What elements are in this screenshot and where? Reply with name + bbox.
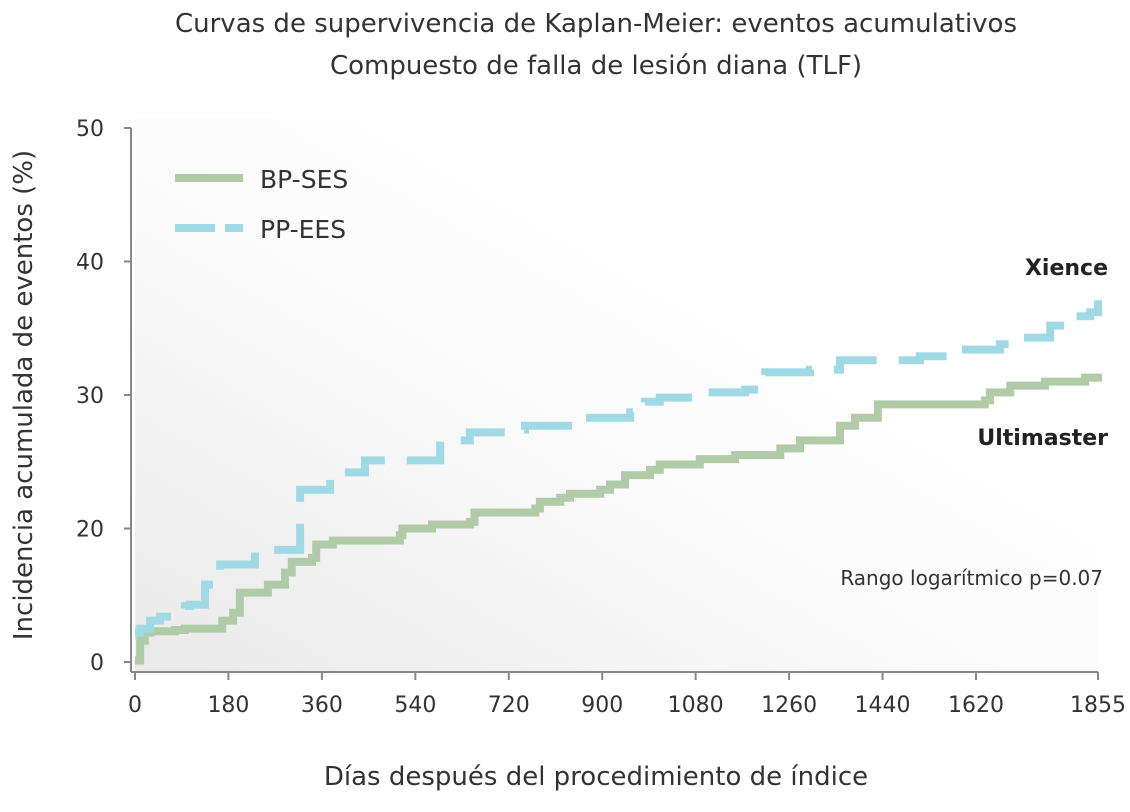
x-tick-label: 1260 (761, 693, 817, 718)
y-tick-label: 50 (76, 117, 104, 142)
x-tick-label: 180 (207, 693, 249, 718)
legend-label-pp-ees: PP-EES (260, 215, 346, 244)
end-label-xience: Xience (1025, 256, 1108, 281)
x-tick-label: 900 (581, 693, 623, 718)
series-line-bp-ses (135, 373, 1102, 665)
x-axis-label: Días después del procedimiento de índice (324, 762, 868, 792)
y-tick-label: 40 (76, 251, 104, 276)
chart-title: Curvas de supervivencia de Kaplan-Meier:… (175, 9, 1017, 39)
y-tick-label: 30 (76, 384, 104, 409)
x-tick-label: 360 (301, 693, 343, 718)
x-tick-label: 1620 (948, 693, 1004, 718)
chart-subtitle: Compuesto de falla de lesión diana (TLF) (330, 51, 862, 81)
x-tick-label: 1855 (1070, 693, 1126, 718)
legend-label-bp-ses: BP-SES (260, 165, 348, 194)
series-line-pp-ees (135, 300, 1102, 637)
x-tick-label: 1440 (855, 693, 911, 718)
x-tick-label: 1080 (668, 693, 724, 718)
plot-background (135, 118, 1098, 672)
x-tick-label: 540 (394, 693, 436, 718)
p-value-annotation: Rango logarítmico p=0.07 (840, 566, 1103, 590)
x-tick-label: 0 (128, 693, 142, 718)
end-label-ultimaster: Ultimaster (977, 426, 1108, 451)
y-tick-label: 20 (76, 518, 104, 543)
y-axis-label: Incidencia acumulada de eventos (%) (9, 150, 39, 640)
legend: BP-SES PP-EES (175, 165, 348, 244)
y-tick-label: 0 (90, 651, 104, 676)
x-tick-label: 720 (488, 693, 530, 718)
